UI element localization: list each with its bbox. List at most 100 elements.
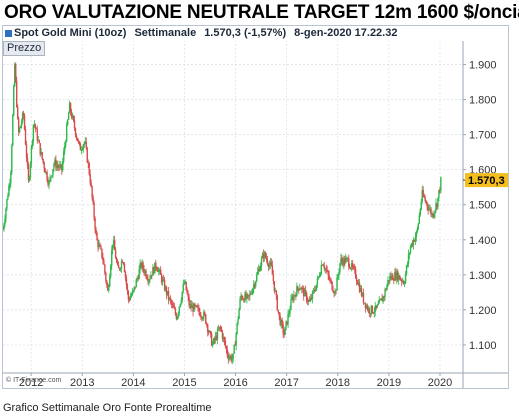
candle-down: [344, 258, 346, 264]
candle-down: [125, 277, 128, 285]
candle-up: [18, 127, 21, 133]
candle-down: [242, 298, 244, 300]
candle-up: [433, 213, 435, 218]
candle-up: [309, 297, 312, 302]
candle-up: [285, 321, 287, 327]
y-tick-label: 1.900: [469, 60, 497, 72]
candle-down: [254, 284, 256, 287]
candle-up: [50, 176, 52, 178]
candle-down: [210, 333, 213, 346]
candle-down: [74, 128, 77, 136]
candle-down: [95, 229, 97, 234]
candle-up: [319, 273, 322, 277]
candle-down: [104, 264, 106, 273]
candle-down: [155, 262, 157, 268]
candle-up: [45, 171, 47, 173]
candle-up: [14, 64, 16, 87]
candle-down: [234, 345, 236, 346]
candle-down: [115, 258, 118, 262]
candle-up: [141, 262, 143, 268]
candle-up: [378, 300, 380, 304]
candle-down: [194, 304, 196, 307]
candle-down: [209, 331, 212, 334]
candle-up: [287, 313, 289, 325]
candle-up: [256, 271, 259, 275]
candle-down: [426, 202, 428, 207]
candle-up: [336, 277, 338, 291]
candle-down: [326, 270, 328, 272]
candle-up: [84, 141, 86, 143]
candle-down: [17, 118, 20, 133]
candle-up: [231, 358, 233, 361]
candle-down: [265, 257, 268, 260]
candle-up: [6, 199, 8, 209]
candle-up: [373, 311, 375, 314]
candle-up: [54, 159, 56, 164]
datetime-label: 8-gen-2020 17.22.32: [294, 27, 398, 39]
candle-down: [372, 312, 374, 314]
candle-up: [384, 289, 386, 298]
candle-up: [284, 326, 286, 336]
candle-up: [20, 121, 23, 126]
candle-up: [138, 269, 140, 280]
candle-down: [215, 335, 218, 340]
candle-down: [225, 346, 228, 350]
candle-down: [275, 290, 277, 296]
candle-up: [108, 286, 110, 291]
candle-down: [201, 316, 203, 319]
candle-down: [366, 305, 369, 311]
candle-up: [63, 151, 65, 162]
candle-down: [362, 292, 365, 303]
candle-up: [315, 284, 318, 291]
candle-up: [232, 353, 234, 359]
candle-down: [187, 293, 189, 297]
candle-down: [327, 270, 329, 276]
candle-up: [158, 270, 160, 272]
candle-down: [267, 264, 270, 267]
candle-down: [92, 197, 94, 204]
candle-up: [179, 303, 181, 307]
candle-up: [68, 103, 71, 114]
candle-down: [174, 308, 177, 315]
candle-down: [278, 312, 280, 316]
candle-down: [173, 307, 176, 309]
candle-up: [240, 295, 242, 299]
candle-up: [67, 113, 70, 120]
candle-down: [89, 174, 91, 183]
candle-down: [245, 293, 247, 299]
x-tick-label: 2012: [19, 377, 43, 388]
candle-up: [435, 203, 437, 211]
candle-up: [387, 280, 389, 286]
candle-down: [397, 271, 399, 281]
candle-down: [76, 137, 79, 142]
candle-up: [401, 281, 404, 282]
candle-down: [103, 260, 105, 265]
candle-up: [291, 296, 293, 300]
candle-up: [294, 294, 296, 296]
candle-up: [379, 299, 381, 301]
candle-up: [11, 145, 13, 173]
candle-up: [239, 298, 241, 310]
candle-up: [228, 357, 230, 360]
candle-down: [85, 141, 87, 148]
candle-up: [382, 296, 384, 302]
candle-up: [177, 312, 180, 317]
candle-up: [112, 240, 115, 245]
candle-down: [167, 291, 170, 300]
price-chart[interactable]: 1.9001.8001.7001.6001.5001.4001.3001.200…: [3, 26, 508, 388]
candle-down: [36, 129, 38, 141]
candle-down: [200, 316, 202, 317]
candle-down: [342, 261, 344, 266]
candle-up: [440, 177, 442, 191]
candle-up: [9, 183, 11, 186]
chart-panel[interactable]: 1.900 1.800 1.700 1.600 1.500 1.400 1.300 1.200…: [2, 25, 509, 389]
y-axis: 1.9001.8001.7001.6001.5001.4001.3001.200…: [462, 26, 508, 388]
candle-down: [198, 307, 200, 312]
candle-down: [243, 299, 245, 302]
candle-up: [412, 240, 415, 246]
candle-down: [97, 240, 99, 248]
candle-up: [181, 291, 183, 301]
panel-label: Prezzo: [3, 41, 46, 56]
candle-down: [61, 164, 63, 171]
candle-up: [299, 288, 301, 291]
